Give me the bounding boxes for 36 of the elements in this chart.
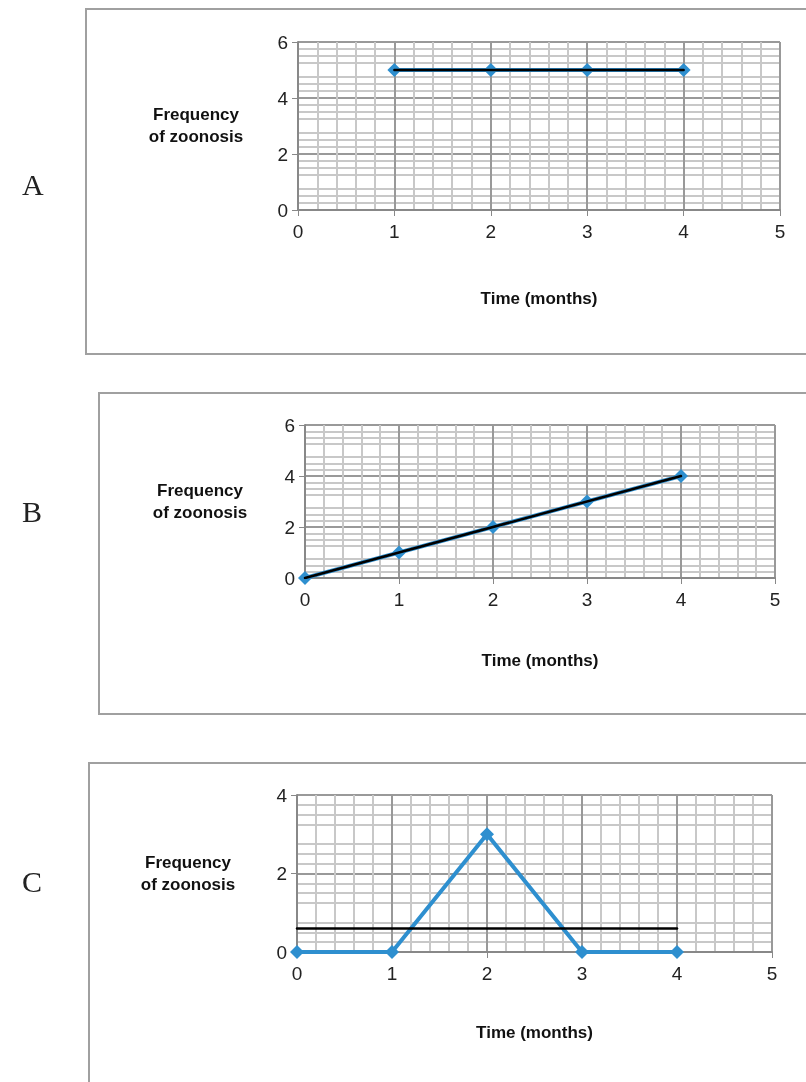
x-axis-title: Time (months) bbox=[476, 1023, 593, 1042]
y-tick-label: 0 bbox=[284, 567, 295, 589]
x-tick-label: 2 bbox=[487, 589, 499, 610]
y-axis-title: Frequency of zoonosis bbox=[151, 479, 249, 524]
y-tick-label: 6 bbox=[277, 31, 288, 53]
x-tick-label: 5 bbox=[774, 221, 786, 242]
text: A bbox=[22, 168, 44, 201]
x-tick-label: 2 bbox=[481, 963, 493, 984]
y-tick-label: 0 bbox=[276, 941, 287, 963]
x-axis-title: Time (months) bbox=[480, 289, 598, 308]
x-tick-label: 1 bbox=[389, 221, 400, 242]
x-tick-label: 4 bbox=[678, 221, 690, 242]
x-tick-label: 3 bbox=[581, 589, 593, 610]
x-tick-label: 2 bbox=[485, 221, 497, 242]
x-tick-label: 5 bbox=[766, 963, 778, 984]
x-tick-label: 5 bbox=[769, 589, 781, 610]
y-tick-label: 0 bbox=[277, 199, 288, 221]
text: C bbox=[22, 865, 43, 898]
y-tick-label: 4 bbox=[277, 87, 289, 109]
x-tick-label: 1 bbox=[393, 589, 405, 610]
x-tick-label: 1 bbox=[386, 963, 398, 984]
y-tick-label: 2 bbox=[284, 516, 295, 538]
x-tick-label: 0 bbox=[299, 589, 311, 610]
y-tick-label: 6 bbox=[284, 414, 295, 436]
x-tick-label: 3 bbox=[581, 221, 593, 242]
y-tick-label: 4 bbox=[276, 784, 288, 806]
y-tick-label: 4 bbox=[284, 465, 296, 487]
x-tick-label: 3 bbox=[576, 963, 588, 984]
y-tick-label: 2 bbox=[277, 143, 288, 165]
y-tick-label: 2 bbox=[276, 863, 287, 884]
y-axis-title: Frequency of zoonosis bbox=[139, 851, 237, 896]
y-axis-title: Frequency of zoonosis bbox=[147, 104, 245, 148]
x-tick-label: 4 bbox=[671, 963, 683, 984]
x-tick-label: 4 bbox=[675, 589, 687, 610]
text: B bbox=[22, 495, 43, 528]
x-axis-title: Time (months) bbox=[481, 651, 599, 670]
